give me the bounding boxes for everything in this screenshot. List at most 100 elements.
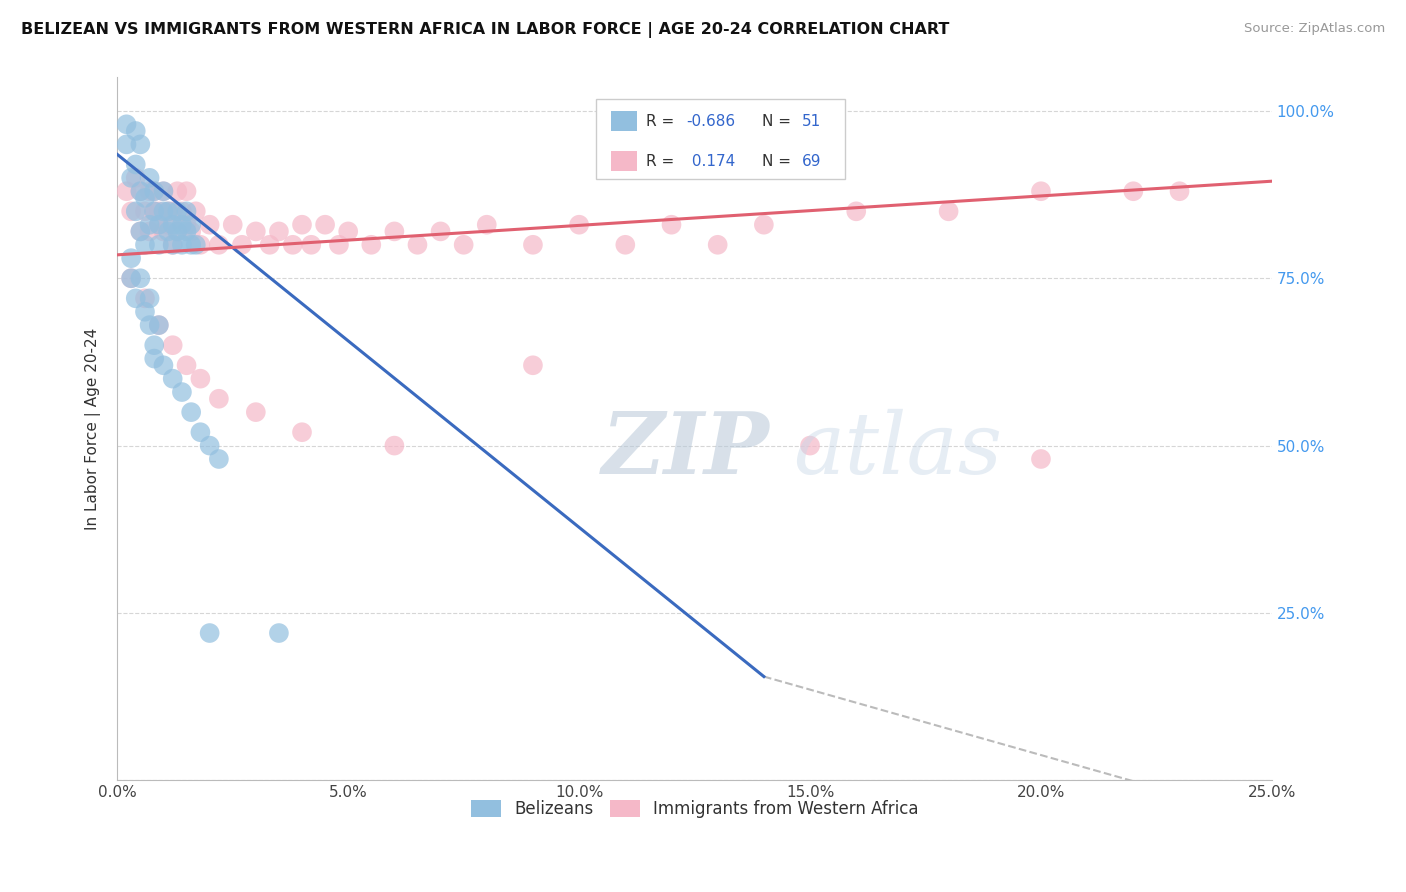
Point	[1168, 184, 1191, 198]
Point	[157, 224, 180, 238]
Point	[259, 237, 281, 252]
Text: R =: R =	[647, 153, 679, 169]
Point	[170, 204, 193, 219]
Point	[176, 218, 198, 232]
Point	[176, 359, 198, 373]
Point	[184, 237, 207, 252]
FancyBboxPatch shape	[612, 152, 637, 171]
Point	[138, 170, 160, 185]
Point	[125, 170, 148, 185]
Point	[706, 237, 728, 252]
Point	[152, 204, 174, 219]
Point	[129, 184, 152, 198]
Point	[134, 291, 156, 305]
Point	[129, 224, 152, 238]
Point	[176, 184, 198, 198]
Point	[208, 392, 231, 406]
Point	[245, 405, 267, 419]
Point	[453, 237, 475, 252]
Point	[299, 237, 322, 252]
Point	[267, 224, 290, 238]
Point	[291, 425, 314, 440]
Point	[198, 439, 221, 453]
Point	[166, 224, 188, 238]
Point	[143, 204, 166, 219]
Point	[152, 184, 174, 198]
Point	[129, 184, 152, 198]
Point	[162, 372, 184, 386]
Point	[138, 318, 160, 332]
Point	[115, 184, 138, 198]
Point	[190, 372, 212, 386]
Text: -0.686: -0.686	[686, 113, 735, 128]
Point	[176, 204, 198, 219]
Point	[125, 204, 148, 219]
Point	[222, 218, 245, 232]
FancyBboxPatch shape	[612, 112, 637, 131]
Point	[134, 237, 156, 252]
Point	[138, 218, 160, 232]
Point	[148, 218, 170, 232]
Point	[120, 251, 142, 265]
Point	[170, 237, 193, 252]
Point	[134, 204, 156, 219]
Point	[148, 237, 170, 252]
Point	[166, 224, 188, 238]
Point	[143, 338, 166, 352]
Point	[245, 224, 267, 238]
Point	[138, 224, 160, 238]
Point	[429, 224, 451, 238]
Point	[162, 338, 184, 352]
Point	[291, 218, 314, 232]
Point	[180, 237, 202, 252]
Point	[162, 204, 184, 219]
Point	[134, 191, 156, 205]
Point	[129, 271, 152, 285]
Point	[157, 204, 180, 219]
Point	[129, 224, 152, 238]
Point	[1029, 184, 1052, 198]
Point	[162, 218, 184, 232]
Point	[143, 351, 166, 366]
Point	[184, 204, 207, 219]
Point	[382, 439, 405, 453]
Point	[360, 237, 382, 252]
Point	[180, 224, 202, 238]
Point	[125, 291, 148, 305]
Point	[120, 170, 142, 185]
Point	[143, 204, 166, 219]
Legend: Belizeans, Immigrants from Western Africa: Belizeans, Immigrants from Western Afric…	[464, 793, 925, 825]
Point	[152, 224, 174, 238]
Point	[115, 117, 138, 131]
Point	[166, 204, 188, 219]
Point	[148, 318, 170, 332]
Point	[152, 359, 174, 373]
Point	[148, 218, 170, 232]
Point	[198, 626, 221, 640]
Point	[125, 124, 148, 138]
Point	[143, 184, 166, 198]
Point	[845, 204, 868, 219]
Point	[231, 237, 253, 252]
Text: 69: 69	[801, 153, 821, 169]
Y-axis label: In Labor Force | Age 20-24: In Labor Force | Age 20-24	[86, 327, 101, 530]
Point	[314, 218, 336, 232]
Point	[157, 204, 180, 219]
Point	[568, 218, 591, 232]
Point	[148, 318, 170, 332]
Text: N =: N =	[762, 153, 796, 169]
Point	[120, 204, 142, 219]
Point	[799, 439, 821, 453]
Point	[190, 425, 212, 440]
Point	[267, 626, 290, 640]
Point	[180, 218, 202, 232]
Point	[129, 137, 152, 152]
Point	[337, 224, 360, 238]
Point	[938, 204, 960, 219]
Point	[180, 405, 202, 419]
Point	[522, 359, 544, 373]
Text: BELIZEAN VS IMMIGRANTS FROM WESTERN AFRICA IN LABOR FORCE | AGE 20-24 CORRELATIO: BELIZEAN VS IMMIGRANTS FROM WESTERN AFRI…	[21, 22, 949, 38]
Point	[198, 218, 221, 232]
FancyBboxPatch shape	[596, 98, 845, 179]
Point	[406, 237, 429, 252]
